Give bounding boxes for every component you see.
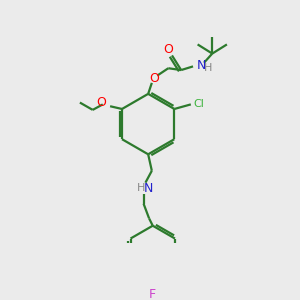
Text: O: O [97,96,106,109]
Text: H: H [204,63,212,73]
Text: O: O [150,72,160,85]
Text: Cl: Cl [194,99,204,110]
Text: N: N [197,59,206,72]
Text: N: N [144,182,153,195]
Text: H: H [137,183,146,193]
Text: F: F [149,288,156,300]
Text: O: O [164,44,173,56]
